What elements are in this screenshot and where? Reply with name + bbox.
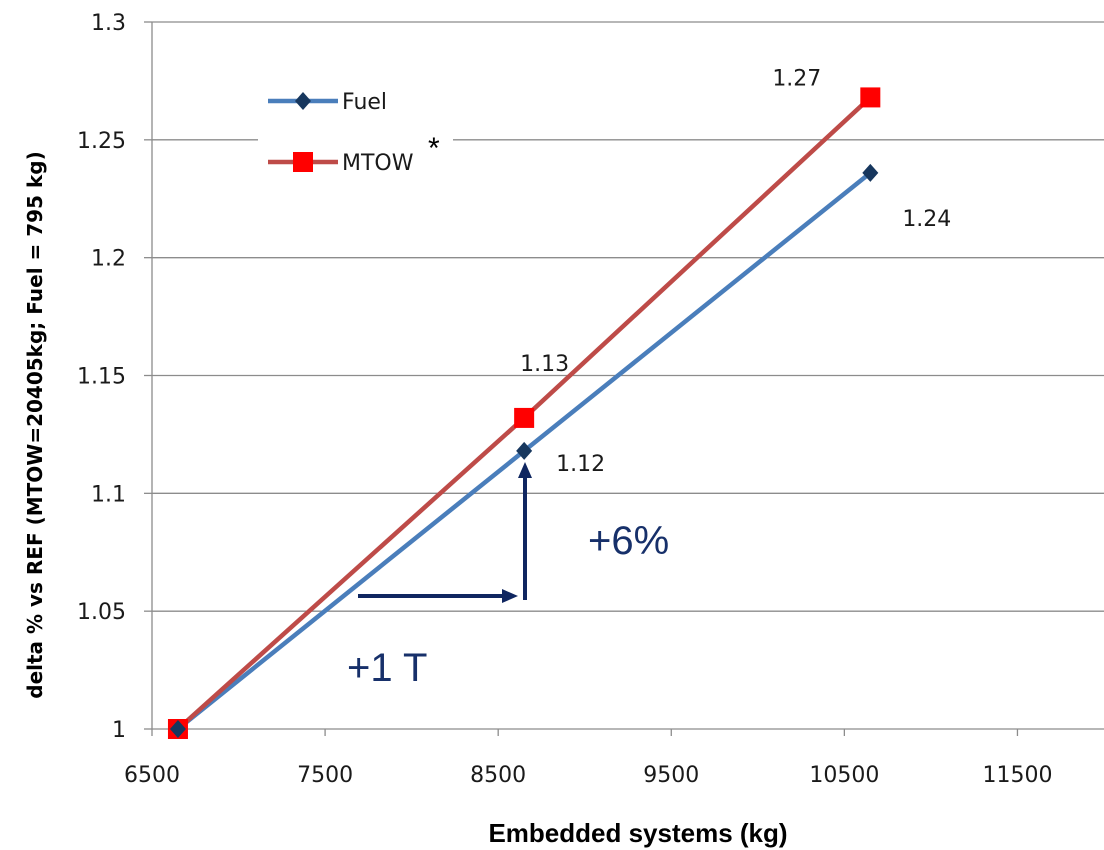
data-label-fuel: 1.12 <box>556 452 605 477</box>
y-tick-label: 1.25 <box>77 129 126 154</box>
data-label-fuel: 1.24 <box>902 207 951 232</box>
legend-marker-mtow <box>293 152 313 172</box>
y-tick-labels: 1 1.05 1.1 1.15 1.2 1.25 1.3 <box>77 11 126 743</box>
annotation-plus-1t: +1 T <box>347 646 427 690</box>
marker-fuel <box>516 441 533 460</box>
arrow-horizontal-head <box>502 589 518 603</box>
x-tick-label: 9500 <box>643 763 699 788</box>
y-tick-label: 1.15 <box>77 365 126 390</box>
x-tick-label: 10500 <box>809 763 879 788</box>
marker-mtow <box>860 87 881 108</box>
marker-fuel <box>169 720 186 738</box>
annotation-plus-6pct: +6% <box>588 519 669 563</box>
x-tick-labels: 6500 7500 8500 9500 10500 11500 <box>124 763 1052 788</box>
x-tick-label: 11500 <box>982 763 1052 788</box>
y-tick-label: 1.1 <box>91 482 126 507</box>
legend-marker-fuel <box>295 92 311 110</box>
data-label-mtow: 1.13 <box>520 352 569 377</box>
y-tick-label: 1 <box>112 718 126 743</box>
annotation-arrows <box>358 462 532 603</box>
y-axis-title: delta % vs REF (MTOW=20405kg; Fuel = 795… <box>23 151 47 699</box>
data-labels: 1.12 1.24 1.13 1.27 <box>520 66 951 477</box>
legend-label-fuel: Fuel <box>342 90 387 115</box>
legend: Fuel MTOW * <box>258 80 453 190</box>
legend-label-mtow: MTOW <box>342 151 414 176</box>
x-tick-label: 6500 <box>124 763 180 788</box>
y-tick-label: 1.2 <box>91 247 126 272</box>
axes <box>144 21 1104 736</box>
legend-background <box>258 80 453 190</box>
data-label-mtow: 1.27 <box>772 66 821 91</box>
x-tick-label: 7500 <box>297 763 353 788</box>
x-tick-label: 8500 <box>470 763 526 788</box>
arrow-vertical-head <box>518 462 532 478</box>
marker-mtow <box>514 407 535 428</box>
series-markers <box>167 87 881 739</box>
y-tick-label: 1.05 <box>77 600 126 625</box>
marker-fuel <box>862 163 879 182</box>
x-axis-title: Embedded systems (kg) <box>488 818 787 848</box>
y-tick-label: 1.3 <box>91 11 126 36</box>
legend-asterisk: * <box>428 132 440 165</box>
